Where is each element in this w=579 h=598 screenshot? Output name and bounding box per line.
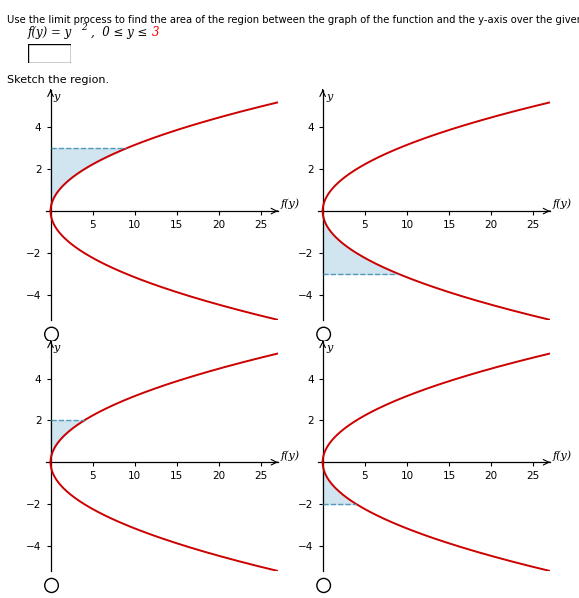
Text: 3: 3 [152, 26, 160, 39]
Text: f(y) = y: f(y) = y [28, 26, 72, 39]
Text: Use the limit process to find the area of the region between the graph of the fu: Use the limit process to find the area o… [7, 15, 579, 25]
Text: 2: 2 [81, 23, 87, 32]
Text: y: y [326, 91, 332, 102]
Text: y: y [54, 91, 60, 102]
Text: ,  0 ≤ y ≤: , 0 ≤ y ≤ [91, 26, 152, 39]
Text: y: y [54, 343, 60, 353]
Text: f(y): f(y) [280, 199, 299, 209]
Text: f(y): f(y) [552, 450, 571, 460]
Text: Sketch the region.: Sketch the region. [7, 75, 109, 85]
Text: y: y [326, 343, 332, 353]
Text: f(y): f(y) [280, 450, 299, 460]
Text: f(y): f(y) [552, 199, 571, 209]
